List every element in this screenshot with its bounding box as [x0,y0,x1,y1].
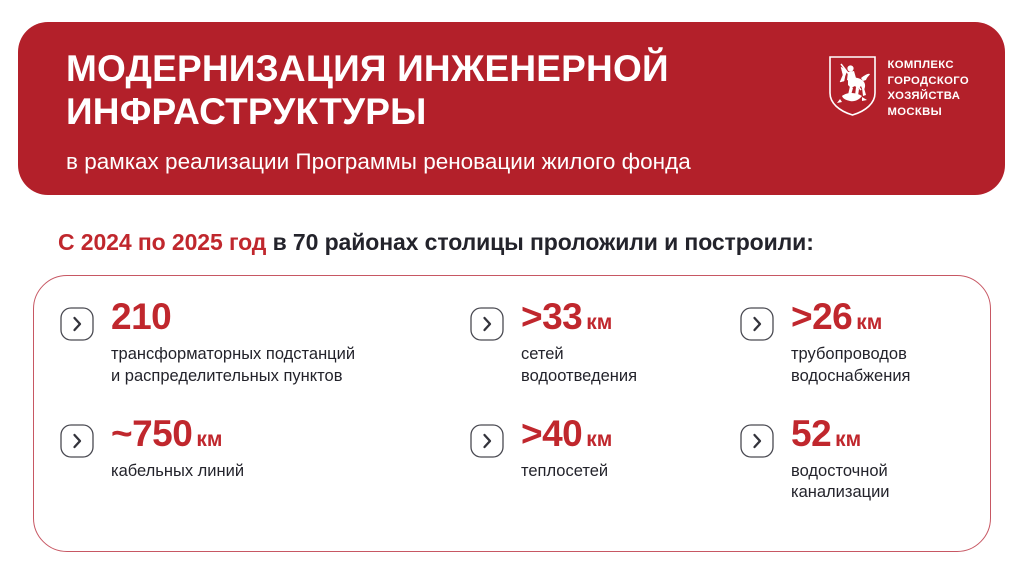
stat-value-row: >40 км [521,415,612,452]
stat-body: >26 км трубопроводов водоснабжения [791,298,910,388]
stat-description: теплосетей [521,461,609,480]
stat-body: >40 км теплосетей [521,415,612,483]
stat-value: >33 [521,296,583,337]
stat-item: 52 км водосточной канализации [740,415,990,532]
stat-description: трансформаторных подстанций и распредели… [111,345,356,385]
chevron-right-icon [60,307,94,341]
organization-logo-text: КОМПЛЕКС ГОРОДСКОГО ХОЗЯЙСТВА МОСКВЫ [888,55,970,120]
stat-value: 52 [791,412,832,454]
stat-body: ~750 км кабельных линий [111,415,244,483]
header-banner: МОДЕРНИЗАЦИЯ ИНЖЕНЕРНОЙ ИНФРАСТРУКТУРЫ в… [18,22,1005,195]
stat-item: >26 км трубопроводов водоснабжения [740,298,990,415]
stat-value-row: 52 км [791,415,890,452]
stat-item: >33 км сетей водоотведения [470,298,740,415]
stat-description: кабельных линий [111,461,245,480]
stat-value: 210 [111,296,172,337]
stat-item: 210 трансформаторных подстанций и распре… [60,298,470,415]
statistics-card: 210 трансформаторных подстанций и распре… [33,275,991,552]
stat-body: >33 км сетей водоотведения [521,298,637,388]
stat-unit: км [196,427,223,451]
logo-text-line-4: МОСКВЫ [887,105,943,118]
stat-value-row: ~750 км [111,415,244,452]
period-caption-rest: в 70 районах столицы проложили и построи… [266,229,814,255]
chevron-right-icon [470,307,504,341]
logo-text-line-2: ГОРОДСКОГО [887,74,969,87]
stat-item: >40 км теплосетей [470,415,740,532]
period-caption-accent: С 2024 по 2025 год [58,229,267,255]
stat-unit: км [586,427,613,451]
logo-text-line-3: ХОЗЯЙСТВА [887,90,961,103]
stat-body: 210 трансформаторных подстанций и распре… [111,298,355,388]
banner-title-line-2: ИНФРАСТРУКТУРЫ [66,90,427,132]
chevron-right-icon [60,423,94,458]
stat-item: ~750 км кабельных линий [60,415,470,532]
banner-title-line-1: МОДЕРНИЗАЦИЯ ИНЖЕНЕРНОЙ [66,48,669,89]
stat-value: >26 [791,296,853,337]
stat-value-row: >33 км [521,298,637,335]
logo-text-line-1: КОМПЛЕКС [887,59,954,71]
banner-subtitle: в рамках реализации Программы реновации … [66,148,691,174]
period-caption: С 2024 по 2025 год в 70 районах столицы … [58,229,814,256]
stat-unit: км [835,427,862,451]
organization-logo: КОМПЛЕКС ГОРОДСКОГО ХОЗЯЙСТВА МОСКВЫ [828,22,1006,120]
chevron-right-icon [470,423,504,458]
stat-unit: км [586,311,613,334]
stat-value: >40 [521,412,583,454]
chevron-right-icon [740,423,774,458]
stat-description: сетей водоотведения [521,345,638,385]
moscow-coat-of-arms-icon [828,55,877,117]
stat-body: 52 км водосточной канализации [791,415,890,505]
banner-text-block: МОДЕРНИЗАЦИЯ ИНЖЕНЕРНОЙ ИНФРАСТРУКТУРЫ в… [18,22,828,175]
stat-unit: км [856,311,883,334]
chevron-right-icon [740,307,774,341]
stat-value-row: 210 [111,298,355,335]
statistics-grid: 210 трансформаторных подстанций и распре… [34,276,990,551]
stat-value-row: >26 км [791,298,910,335]
stat-value: ~750 [111,412,193,454]
stat-description: водосточной канализации [791,461,890,502]
stat-description: трубопроводов водоснабжения [791,345,911,385]
